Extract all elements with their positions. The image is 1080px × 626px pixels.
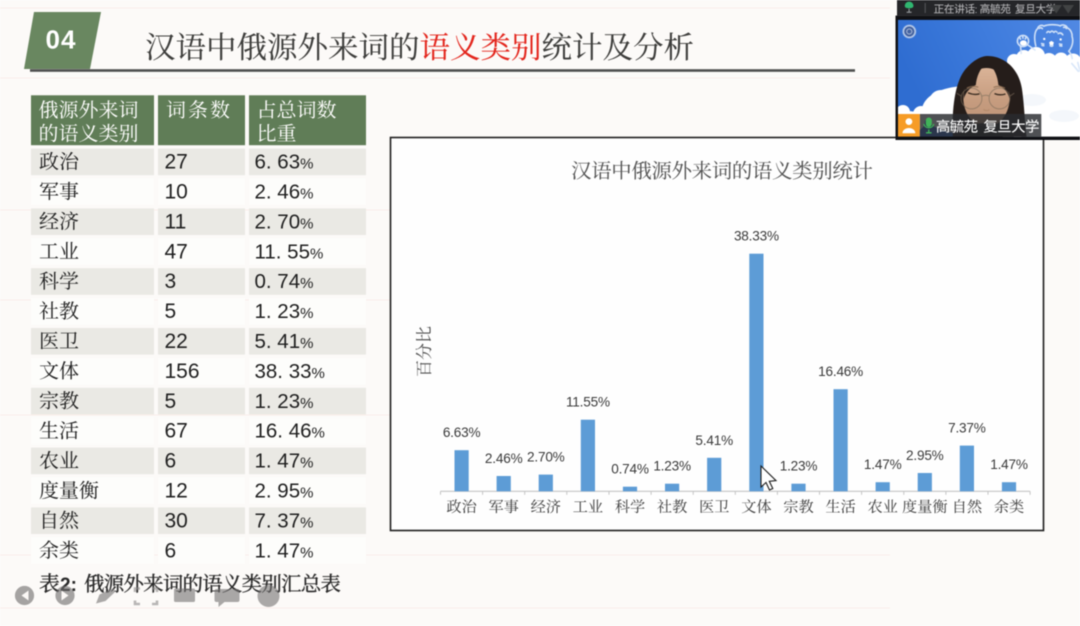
svg-text:22: 22 — [165, 330, 188, 353]
svg-text:30: 30 — [165, 509, 188, 532]
svg-text:7. 37%: 7. 37% — [255, 509, 314, 532]
svg-text:0.74%: 0.74% — [611, 462, 649, 477]
svg-text:1. 47%: 1. 47% — [255, 539, 314, 562]
svg-text:10: 10 — [165, 181, 188, 204]
svg-text:38. 33%: 38. 33% — [255, 360, 325, 383]
svg-text:16. 46%: 16. 46% — [255, 420, 325, 443]
svg-text:16.46%: 16.46% — [818, 364, 863, 379]
svg-text:47: 47 — [165, 240, 188, 263]
svg-text:156: 156 — [165, 360, 200, 383]
svg-text:6: 6 — [165, 539, 177, 562]
svg-text:1. 23%: 1. 23% — [255, 390, 314, 413]
svg-text:3: 3 — [165, 270, 177, 293]
svg-text:2.70%: 2.70% — [527, 450, 565, 465]
svg-text:04: 04 — [46, 25, 77, 55]
svg-text:1. 23%: 1. 23% — [255, 300, 314, 323]
svg-text:11. 55%: 11. 55% — [255, 240, 324, 263]
svg-text:11: 11 — [165, 210, 187, 233]
svg-text:6. 63%: 6. 63% — [255, 151, 314, 174]
svg-text:5: 5 — [165, 300, 177, 323]
svg-text:2. 70%: 2. 70% — [255, 210, 314, 233]
svg-text:1.23%: 1.23% — [780, 459, 818, 474]
svg-text:1.47%: 1.47% — [864, 457, 902, 472]
svg-text:6: 6 — [165, 450, 177, 473]
svg-text:6.63%: 6.63% — [443, 425, 481, 440]
svg-text:2. 46%: 2. 46% — [255, 181, 314, 204]
svg-text:7.37%: 7.37% — [948, 421, 986, 436]
svg-text:2.95%: 2.95% — [906, 448, 944, 463]
svg-text:11.55%: 11.55% — [566, 395, 610, 410]
svg-text:38.33%: 38.33% — [734, 229, 779, 244]
svg-text:1. 47%: 1. 47% — [255, 450, 314, 473]
svg-text:2. 95%: 2. 95% — [255, 480, 314, 503]
svg-text:5: 5 — [165, 390, 177, 413]
svg-text:0. 74%: 0. 74% — [255, 270, 314, 293]
svg-text:1.23%: 1.23% — [653, 459, 691, 474]
svg-text:27: 27 — [165, 151, 188, 174]
svg-text:12: 12 — [165, 480, 188, 503]
svg-text:1.47%: 1.47% — [990, 457, 1028, 472]
svg-text:5. 41%: 5. 41% — [255, 330, 314, 353]
svg-text:2.46%: 2.46% — [485, 451, 523, 466]
svg-text::: : — [975, 5, 978, 16]
svg-text:5.41%: 5.41% — [695, 433, 733, 448]
svg-text:67: 67 — [165, 420, 188, 443]
